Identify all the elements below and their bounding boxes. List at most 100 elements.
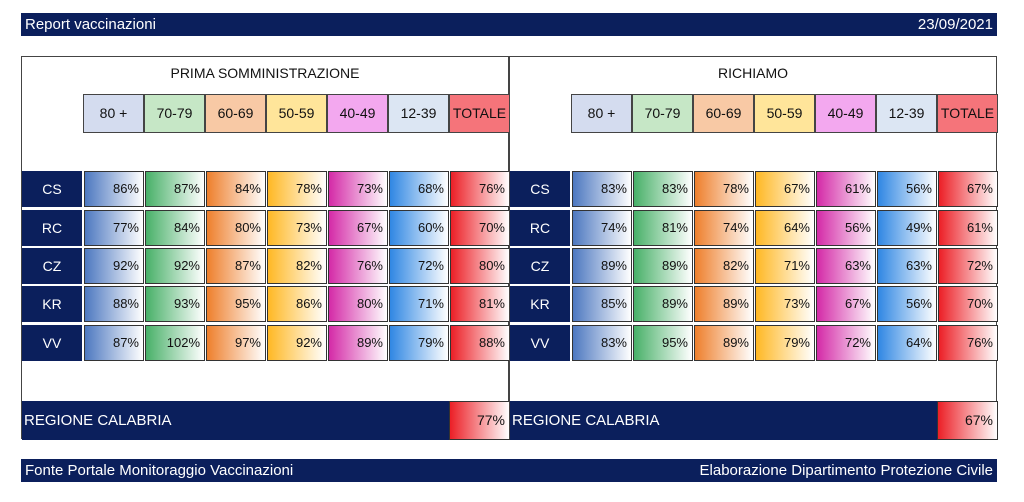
- value-cell: 89%: [572, 248, 632, 284]
- column-header: 60-69: [205, 94, 266, 133]
- value-cell: 80%: [450, 248, 510, 284]
- value-cell: 71%: [755, 248, 815, 284]
- value-cell: 71%: [389, 286, 449, 322]
- value-cell: 63%: [877, 248, 937, 284]
- header-bar: Report vaccinazioni 23/09/2021: [21, 13, 997, 36]
- value-cell: 64%: [755, 210, 815, 246]
- value-cell: 77%: [84, 210, 144, 246]
- region-label: REGIONE CALABRIA: [510, 401, 937, 440]
- value-cell: 79%: [755, 325, 815, 361]
- value-cell: 89%: [694, 325, 754, 361]
- row-label: CZ: [22, 248, 82, 284]
- value-cell: 89%: [633, 248, 693, 284]
- panel-richiamo: RICHIAMO 80 +70-79 60-69 50-59 40-49 12-39 TOT…: [509, 56, 998, 440]
- row-label: CZ: [510, 248, 570, 284]
- row-label: CS: [510, 171, 570, 207]
- value-cell: 89%: [328, 325, 388, 361]
- row-label: RC: [510, 210, 570, 246]
- value-cell: 56%: [877, 171, 937, 207]
- value-cell: 87%: [84, 325, 144, 361]
- value-cell: 76%: [938, 325, 998, 361]
- value-cell: 49%: [877, 210, 937, 246]
- value-cell: 63%: [816, 248, 876, 284]
- column-header: 80 +: [571, 94, 632, 133]
- value-cell: 60%: [389, 210, 449, 246]
- panel-title: RICHIAMO: [718, 65, 788, 81]
- footer-credit: Elaborazione Dipartimento Protezione Civ…: [699, 462, 993, 479]
- column-header: 70-79: [144, 94, 205, 133]
- value-cell: 97%: [206, 325, 266, 361]
- value-cell: 61%: [816, 171, 876, 207]
- value-cell: 85%: [572, 286, 632, 322]
- value-cell: 56%: [877, 286, 937, 322]
- column-header: 40-49: [327, 94, 388, 133]
- value-cell: 89%: [694, 286, 754, 322]
- value-cell: 82%: [267, 248, 327, 284]
- column-header: 80 +: [83, 94, 144, 133]
- value-cell: 84%: [206, 171, 266, 207]
- report-title: Report vaccinazioni: [25, 16, 156, 33]
- value-cell: 61%: [938, 210, 998, 246]
- column-header: 12-39: [388, 94, 449, 133]
- panel-prima-somministrazione: PRIMA SOMMINISTRAZIONE 80 +70-79 60-69 50-5…: [21, 56, 510, 440]
- value-cell: 73%: [267, 210, 327, 246]
- column-header: 12-39: [876, 94, 937, 133]
- value-cell: 87%: [145, 171, 205, 207]
- value-cell: 86%: [84, 171, 144, 207]
- value-cell: 84%: [145, 210, 205, 246]
- column-header: 50-59: [266, 94, 327, 133]
- value-cell: 72%: [938, 248, 998, 284]
- value-cell: 56%: [816, 210, 876, 246]
- footer-source: Fonte Portale Monitoraggio Vaccinazioni: [25, 462, 294, 479]
- row-label: KR: [510, 286, 570, 322]
- value-cell: 80%: [206, 210, 266, 246]
- value-cell: 102%: [145, 325, 205, 361]
- value-cell: 95%: [633, 325, 693, 361]
- column-header: 50-59: [754, 94, 815, 133]
- column-header: 40-49: [815, 94, 876, 133]
- value-cell: 92%: [84, 248, 144, 284]
- value-cell: 67%: [755, 171, 815, 207]
- column-header: TOTALE: [449, 94, 510, 133]
- value-cell: 78%: [267, 171, 327, 207]
- value-cell: 73%: [328, 171, 388, 207]
- region-total: 77%: [449, 401, 510, 440]
- value-cell: 83%: [572, 325, 632, 361]
- value-cell: 78%: [694, 171, 754, 207]
- value-cell: 92%: [145, 248, 205, 284]
- value-cell: 93%: [145, 286, 205, 322]
- value-cell: 67%: [938, 171, 998, 207]
- value-cell: 92%: [267, 325, 327, 361]
- value-cell: 81%: [633, 210, 693, 246]
- column-header: 60-69: [693, 94, 754, 133]
- value-cell: 72%: [816, 325, 876, 361]
- value-cell: 89%: [633, 286, 693, 322]
- report-date: 23/09/2021: [917, 16, 993, 33]
- value-cell: 79%: [389, 325, 449, 361]
- row-label: KR: [22, 286, 82, 322]
- value-cell: 82%: [694, 248, 754, 284]
- value-cell: 83%: [572, 171, 632, 207]
- value-cell: 74%: [694, 210, 754, 246]
- row-label: VV: [22, 325, 82, 361]
- footer-bar: Fonte Portale Monitoraggio Vaccinazioni …: [21, 459, 997, 482]
- value-cell: 73%: [755, 286, 815, 322]
- value-cell: 83%: [633, 171, 693, 207]
- value-cell: 76%: [450, 171, 510, 207]
- value-cell: 74%: [572, 210, 632, 246]
- value-cell: 88%: [84, 286, 144, 322]
- value-cell: 68%: [389, 171, 449, 207]
- value-cell: 70%: [450, 210, 510, 246]
- row-label: RC: [22, 210, 82, 246]
- value-cell: 88%: [450, 325, 510, 361]
- value-cell: 76%: [328, 248, 388, 284]
- region-total: 67%: [937, 401, 998, 440]
- row-label: CS: [22, 171, 82, 207]
- value-cell: 87%: [206, 248, 266, 284]
- value-cell: 72%: [389, 248, 449, 284]
- row-label: VV: [510, 325, 570, 361]
- value-cell: 81%: [450, 286, 510, 322]
- value-cell: 67%: [328, 210, 388, 246]
- value-cell: 67%: [816, 286, 876, 322]
- value-cell: 80%: [328, 286, 388, 322]
